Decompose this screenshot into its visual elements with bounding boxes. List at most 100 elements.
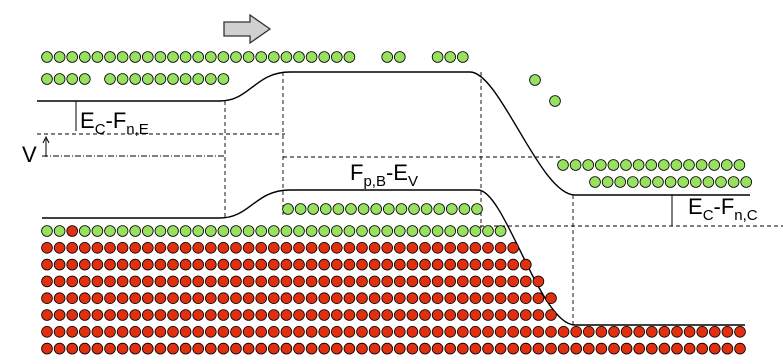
hole <box>634 326 645 337</box>
electron <box>369 226 380 237</box>
hole <box>369 276 380 287</box>
hole <box>709 326 720 337</box>
electron <box>331 52 342 63</box>
hole <box>294 242 305 253</box>
hole <box>445 276 456 287</box>
electron <box>690 177 701 188</box>
electron <box>92 52 103 63</box>
hole <box>646 343 657 354</box>
hole <box>394 326 405 337</box>
hole <box>130 293 141 304</box>
hole <box>369 326 380 337</box>
hole <box>142 343 153 354</box>
electron <box>243 226 254 237</box>
electron <box>155 74 166 85</box>
hole <box>256 259 267 270</box>
hole <box>67 326 78 337</box>
electron <box>294 226 305 237</box>
hole <box>659 326 670 337</box>
electron <box>696 160 707 171</box>
hole <box>495 293 506 304</box>
hole <box>155 242 166 253</box>
electron <box>256 226 267 237</box>
hole <box>54 326 65 337</box>
hole <box>281 293 292 304</box>
hole <box>533 293 544 304</box>
electron <box>193 226 204 237</box>
hole <box>155 259 166 270</box>
hole <box>420 259 431 270</box>
electron <box>117 226 128 237</box>
text: -F <box>714 194 735 219</box>
hole <box>205 343 216 354</box>
hole <box>357 343 368 354</box>
hole <box>583 343 594 354</box>
hole <box>67 226 78 237</box>
electron <box>243 52 254 63</box>
text: -E <box>386 160 408 185</box>
electron <box>382 52 393 63</box>
hole <box>142 326 153 337</box>
electron <box>168 226 179 237</box>
electron <box>570 160 581 171</box>
hole <box>92 343 103 354</box>
hole <box>306 326 317 337</box>
hole <box>659 343 670 354</box>
subscript: n,E <box>126 121 149 138</box>
hole <box>105 293 116 304</box>
electron <box>357 226 368 237</box>
hole <box>231 326 242 337</box>
hole <box>117 310 128 321</box>
hole <box>294 293 305 304</box>
hole <box>546 326 557 337</box>
hole <box>218 276 229 287</box>
electron <box>218 52 229 63</box>
text: E <box>80 108 95 133</box>
hole <box>470 293 481 304</box>
hole <box>483 242 494 253</box>
electron <box>394 226 405 237</box>
hole <box>142 310 153 321</box>
electron <box>558 160 569 171</box>
hole <box>294 326 305 337</box>
hole <box>268 293 279 304</box>
hole <box>142 276 153 287</box>
hole <box>344 259 355 270</box>
hole <box>319 293 330 304</box>
hole <box>105 259 116 270</box>
electron <box>54 226 65 237</box>
hole <box>268 242 279 253</box>
electron <box>306 52 317 63</box>
hole <box>357 293 368 304</box>
hole <box>319 326 330 337</box>
hole <box>205 259 216 270</box>
hole <box>445 242 456 253</box>
electron <box>142 226 153 237</box>
hole <box>331 293 342 304</box>
hole <box>117 343 128 354</box>
hole <box>445 343 456 354</box>
hole <box>205 293 216 304</box>
hole <box>331 343 342 354</box>
hole <box>231 310 242 321</box>
hole <box>407 276 418 287</box>
electron <box>105 52 116 63</box>
electron <box>105 74 116 85</box>
electron <box>640 177 651 188</box>
text: -F <box>106 108 127 133</box>
hole <box>344 310 355 321</box>
hole <box>382 259 393 270</box>
hole <box>243 293 254 304</box>
hole <box>54 343 65 354</box>
flow-arrow <box>224 15 270 43</box>
hole <box>382 310 393 321</box>
hole <box>344 343 355 354</box>
hole <box>168 343 179 354</box>
electron <box>409 204 420 215</box>
electron <box>646 160 657 171</box>
hole <box>420 276 431 287</box>
hole <box>357 242 368 253</box>
hole <box>457 326 468 337</box>
hole <box>180 276 191 287</box>
hole <box>281 276 292 287</box>
